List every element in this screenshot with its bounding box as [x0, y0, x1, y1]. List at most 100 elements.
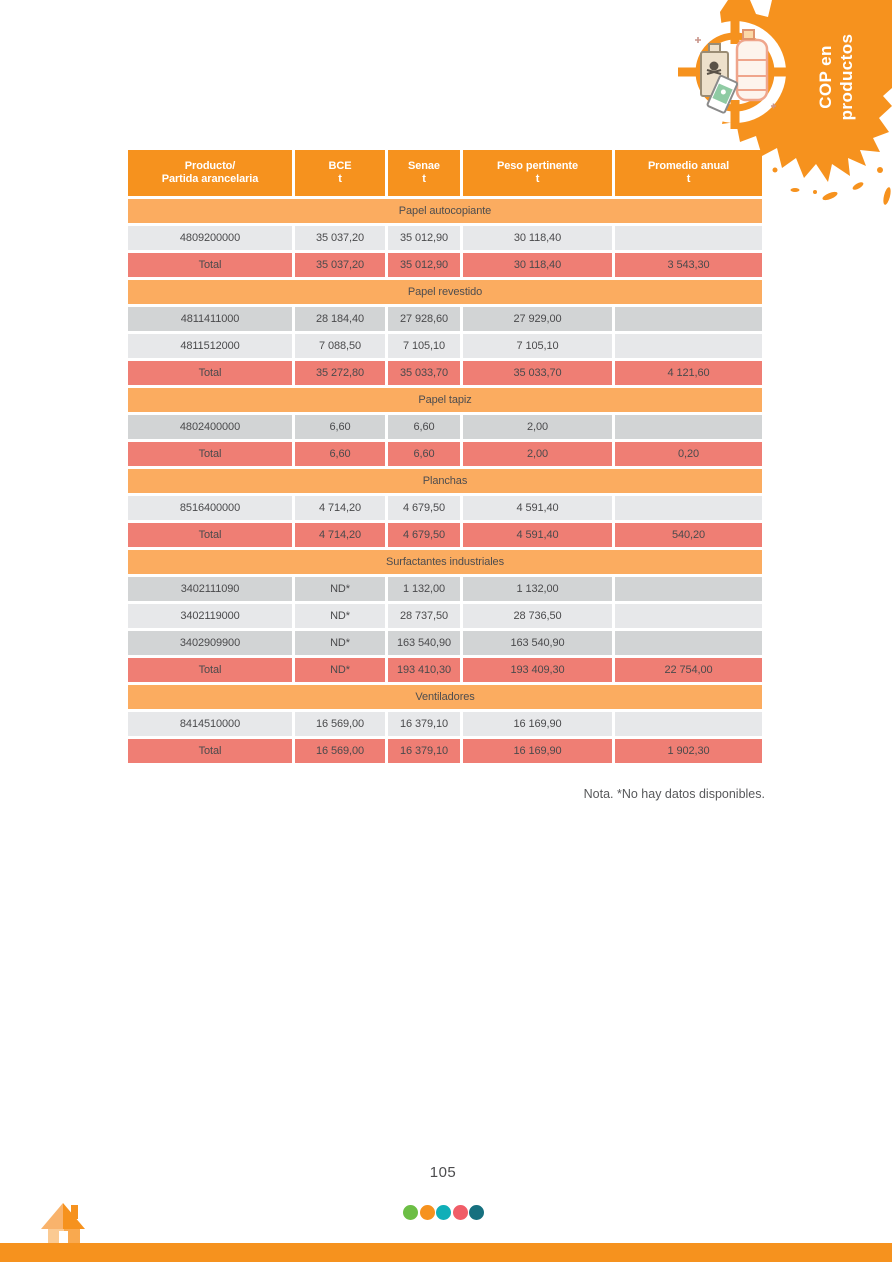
cell-promedio: 1 902,30 — [615, 739, 762, 763]
cell-senae: 1 132,00 — [388, 577, 460, 601]
cell-senae: 35 033,70 — [388, 361, 460, 385]
cell-senae: 28 737,50 — [388, 604, 460, 628]
header-line: Partida arancelaria — [161, 173, 259, 185]
cell-senae: 4 679,50 — [388, 523, 460, 547]
page-dot-teal — [436, 1205, 451, 1220]
cell-peso: 2,00 — [463, 442, 612, 466]
table-row: 8414510000 16 569,00 16 379,10 16 169,90 — [128, 712, 762, 736]
house-icon — [41, 1203, 85, 1243]
cell-senae: 6,60 — [388, 415, 460, 439]
cell-promedio: 540,20 — [615, 523, 762, 547]
header-line: t — [422, 173, 426, 185]
cell-promedio — [615, 415, 762, 439]
cell-promedio: 4 121,60 — [615, 361, 762, 385]
cell-code: 3402111090 — [128, 577, 292, 601]
cell-peso: 4 591,40 — [463, 523, 612, 547]
total-row: Total ND* 193 410,30 193 409,30 22 754,0… — [128, 658, 762, 682]
cell-senae: 4 679,50 — [388, 496, 460, 520]
cell-bce: ND* — [295, 604, 385, 628]
cell-peso: 35 033,70 — [463, 361, 612, 385]
cell-bce: 35 037,20 — [295, 253, 385, 277]
cell-peso: 28 736,50 — [463, 604, 612, 628]
cell-senae: 35 012,90 — [388, 253, 460, 277]
cell-promedio — [615, 226, 762, 250]
section-title: Papel tapiz — [128, 388, 762, 412]
cell-code: 4811512000 — [128, 334, 292, 358]
cell-bce: 4 714,20 — [295, 523, 385, 547]
total-row: Total 35 037,20 35 012,90 30 118,40 3 54… — [128, 253, 762, 277]
cell-bce: ND* — [295, 631, 385, 655]
cell-peso: 2,00 — [463, 415, 612, 439]
cell-peso: 4 591,40 — [463, 496, 612, 520]
header-line: t — [338, 173, 342, 185]
page-dot-red — [452, 1205, 468, 1220]
header-line: Producto/ — [184, 160, 236, 172]
cell-promedio — [615, 631, 762, 655]
cell-senae: 6,60 — [388, 442, 460, 466]
section-title: Papel autocopiante — [128, 199, 762, 223]
page-dots — [403, 1205, 484, 1220]
corner-brush-stroke: COP en productos — [678, 0, 892, 230]
bottom-accent-bar — [0, 1243, 892, 1262]
section-title: Papel revestido — [128, 280, 762, 304]
cell-promedio: 3 543,30 — [615, 253, 762, 277]
cell-promedio — [615, 307, 762, 331]
cell-peso: 30 118,40 — [463, 226, 612, 250]
col-header-peso: Peso pertinente t — [463, 150, 612, 196]
cell-total-label: Total — [128, 739, 292, 763]
cell-senae: 16 379,10 — [388, 739, 460, 763]
table-row: 3402111090 ND* 1 132,00 1 132,00 — [128, 577, 762, 601]
cell-promedio — [615, 334, 762, 358]
section-row: Papel autocopiante — [128, 199, 762, 223]
total-row: Total 4 714,20 4 679,50 4 591,40 540,20 — [128, 523, 762, 547]
cell-senae: 27 928,60 — [388, 307, 460, 331]
cell-senae: 7 105,10 — [388, 334, 460, 358]
cell-promedio: 0,20 — [615, 442, 762, 466]
header-line: Senae — [408, 160, 440, 172]
section-row: Papel tapiz — [128, 388, 762, 412]
page-dot-darkteal — [469, 1205, 484, 1220]
cell-peso: 193 409,30 — [463, 658, 612, 682]
table-note: Nota. *No hay datos disponibles. — [583, 787, 765, 801]
corner-label-line2: productos — [837, 33, 856, 121]
cell-senae: 35 012,90 — [388, 226, 460, 250]
section-title: Surfactantes industriales — [128, 550, 762, 574]
col-header-senae: Senae t — [388, 150, 460, 196]
corner-label-line1: COP en — [816, 45, 835, 109]
header-line: t — [535, 173, 540, 185]
cell-code: 3402909900 — [128, 631, 292, 655]
page-number: 105 — [429, 1164, 457, 1181]
cell-total-label: Total — [128, 523, 292, 547]
cell-bce: 16 569,00 — [295, 739, 385, 763]
table-row: 4811512000 7 088,50 7 105,10 7 105,10 — [128, 334, 762, 358]
cell-peso: 1 132,00 — [463, 577, 612, 601]
cell-peso: 16 169,90 — [463, 739, 612, 763]
cell-total-label: Total — [128, 253, 292, 277]
cell-bce: 6,60 — [295, 415, 385, 439]
cell-bce: 6,60 — [295, 442, 385, 466]
cell-bce: ND* — [295, 577, 385, 601]
table-row: 4811411000 28 184,40 27 928,60 27 929,00 — [128, 307, 762, 331]
cell-code: 4802400000 — [128, 415, 292, 439]
table-row: 4809200000 35 037,20 35 012,90 30 118,40 — [128, 226, 762, 250]
cell-total-label: Total — [128, 361, 292, 385]
cell-bce: ND* — [295, 658, 385, 682]
section-row: Planchas — [128, 469, 762, 493]
cell-bce: 35 037,20 — [295, 226, 385, 250]
section-row: Papel revestido — [128, 280, 762, 304]
header-line: BCE — [328, 160, 352, 172]
cell-code: 8414510000 — [128, 712, 292, 736]
cell-bce: 35 272,80 — [295, 361, 385, 385]
cell-code: 4809200000 — [128, 226, 292, 250]
cell-promedio — [615, 577, 762, 601]
table-header-row: Producto/Partida arancelaria BCE t Senae t… — [128, 150, 762, 196]
total-row: Total 6,60 6,60 2,00 0,20 — [128, 442, 762, 466]
table-row: 4802400000 6,60 6,60 2,00 — [128, 415, 762, 439]
header-line: t — [686, 173, 691, 185]
total-row: Total 35 272,80 35 033,70 35 033,70 4 12… — [128, 361, 762, 385]
cell-senae: 193 410,30 — [388, 658, 460, 682]
section-title: Planchas — [128, 469, 762, 493]
col-header-producto: Producto/Partida arancelaria — [128, 150, 292, 196]
corner-label: COP en productos — [813, 29, 859, 125]
